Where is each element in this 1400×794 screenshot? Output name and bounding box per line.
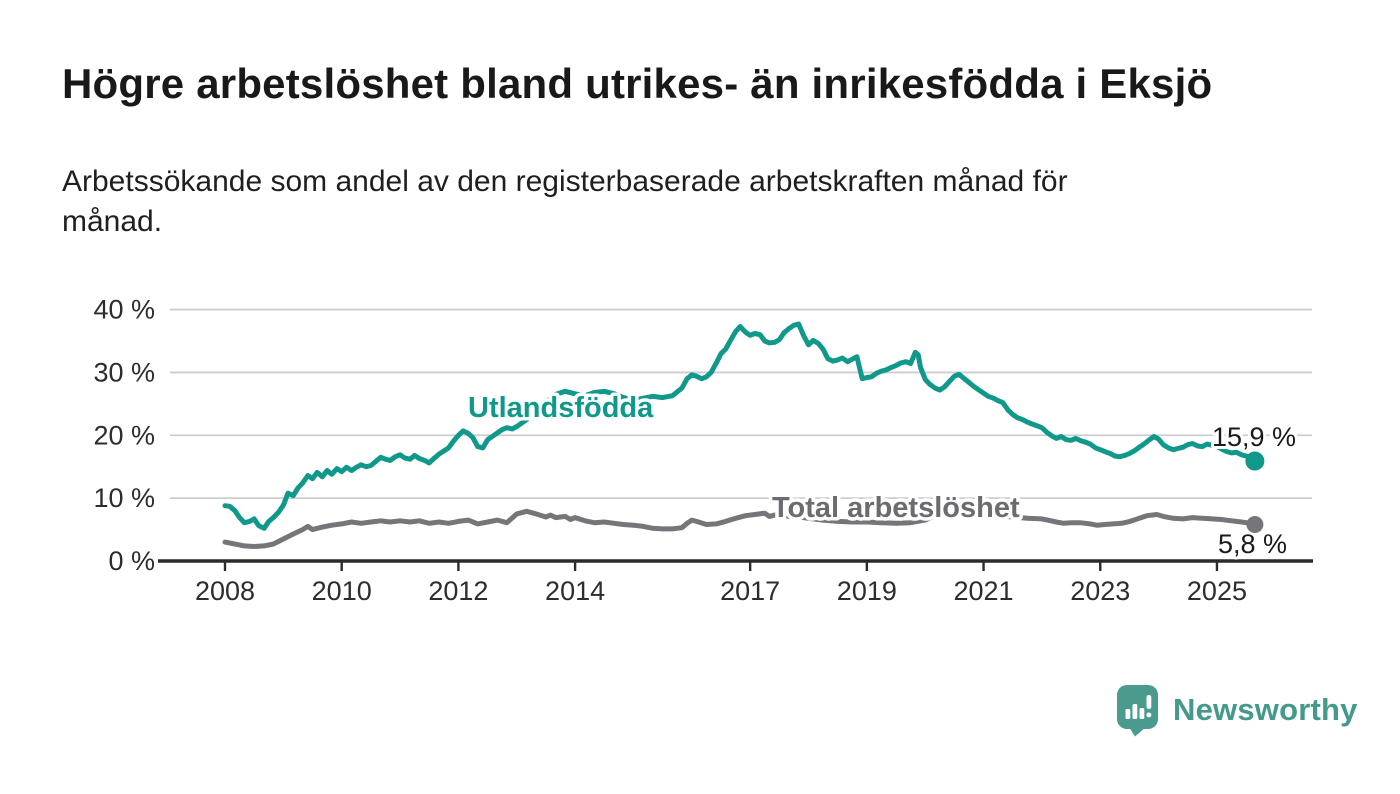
- x-tick-label-2012: 2012: [428, 576, 488, 606]
- series-label-total-arbetsloshet: Total arbetslöshet: [772, 492, 1020, 524]
- y-tick-label-30: 30 %: [93, 357, 155, 387]
- series-line-total-arbetsloshet: [222, 508, 1258, 549]
- x-tick-label-2019: 2019: [837, 576, 897, 606]
- x-tick-label-2014: 2014: [545, 576, 605, 606]
- x-tick-label-2021: 2021: [954, 576, 1014, 606]
- series-line-utlandsfodda: [222, 321, 1258, 531]
- y-tick-label-0: 0 %: [108, 546, 155, 576]
- chart-title: Högre arbetslöshet bland utrikes- än inr…: [62, 60, 1213, 107]
- x-tick-label-2010: 2010: [312, 576, 372, 606]
- chart-subtitle: Arbetssökande som andel av den registerb…: [62, 162, 1322, 242]
- end-value-label-utlandsfodda: 15,9 %: [1212, 422, 1296, 452]
- series-end-dots-layer: [1245, 451, 1265, 534]
- chart-subtitle-line-1: Arbetssökande som andel av den registerb…: [62, 165, 1068, 198]
- y-tick-label-20: 20 %: [93, 420, 155, 450]
- series-end-dot-utlandsfodda: [1245, 451, 1265, 471]
- series-label-utlandsfodda: Utlandsfödda: [468, 392, 654, 424]
- chart-labels-layer: Utlandsfödda Total arbetslöshet 15,9 % 5…: [465, 389, 1300, 563]
- x-tick-label-2025: 2025: [1187, 576, 1247, 606]
- x-tick-label-2008: 2008: [195, 576, 255, 606]
- series-end-dot-total-arbetsloshet: [1246, 516, 1264, 534]
- newsworthy-logo: Newsworthy: [1116, 683, 1358, 737]
- series-lines-layer: [222, 321, 1258, 549]
- chart-subtitle-line-2: månad.: [62, 205, 163, 238]
- gridlines-layer: 0 % 10 % 20 % 30 % 40 %: [93, 295, 1312, 576]
- y-tick-label-40: 40 %: [93, 295, 155, 325]
- x-tick-label-2023: 2023: [1070, 576, 1130, 606]
- newsworthy-brand-name: Newsworthy: [1173, 692, 1358, 727]
- x-axis-layer: 2008 2010 2012 2014 2017 2019 2021 2023 2025: [158, 559, 1313, 606]
- newsworthy-speech-bubble-chart-icon: [1117, 685, 1158, 737]
- end-value-label-total-arbetsloshet: 5,8 %: [1218, 529, 1287, 559]
- x-tick-label-2017: 2017: [720, 576, 780, 606]
- y-tick-label-10: 10 %: [93, 483, 155, 513]
